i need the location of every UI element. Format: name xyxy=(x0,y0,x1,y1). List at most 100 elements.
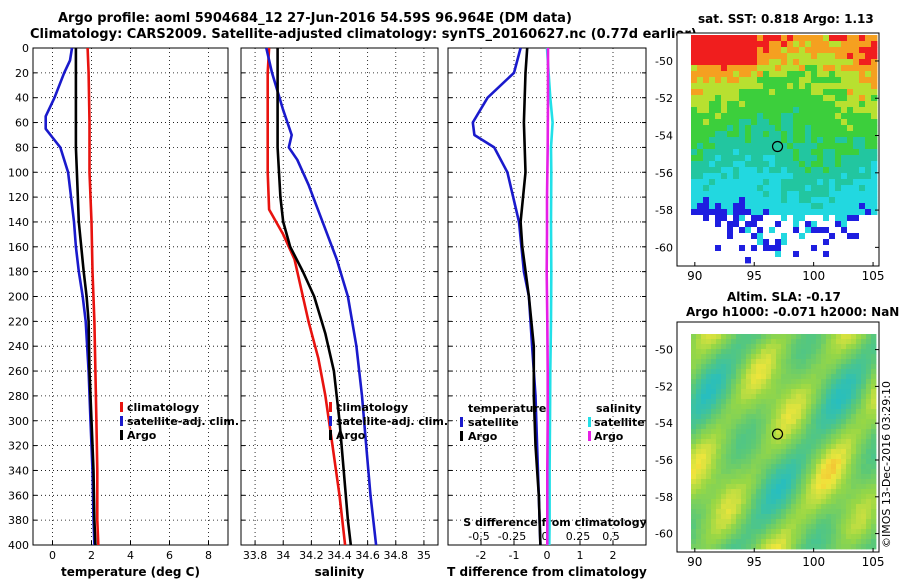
map-cell xyxy=(787,71,794,78)
map-cell xyxy=(697,191,704,198)
map-cell xyxy=(836,514,842,520)
map-cell xyxy=(706,359,712,365)
map-cell xyxy=(851,469,857,475)
map-cell xyxy=(859,143,866,150)
map-cell xyxy=(861,519,867,525)
map-cell xyxy=(781,534,787,540)
map-cell xyxy=(706,399,712,405)
map-cell xyxy=(691,404,697,410)
map-cell xyxy=(766,449,772,455)
map-cell xyxy=(851,359,857,365)
map-cell xyxy=(711,404,717,410)
map-cell xyxy=(751,424,757,430)
map-cell xyxy=(826,384,832,390)
map-cell xyxy=(861,349,867,355)
map-cell xyxy=(801,469,807,475)
map-cell xyxy=(811,419,817,425)
map-cell xyxy=(697,71,704,78)
map-cell xyxy=(841,364,847,370)
map-cell xyxy=(787,137,794,144)
map-cell xyxy=(716,339,722,345)
map-cell xyxy=(761,434,767,440)
ytick-label: 60 xyxy=(15,117,29,130)
map-cell xyxy=(806,434,812,440)
map-cell xyxy=(709,233,716,240)
map-cell xyxy=(769,41,776,48)
map-cell xyxy=(871,444,877,450)
map-cell xyxy=(829,227,836,234)
map-cell xyxy=(823,41,830,48)
map-cell xyxy=(861,504,867,510)
map-cell xyxy=(745,41,752,48)
map-cell xyxy=(766,464,772,470)
map-cell xyxy=(739,233,746,240)
map-cell xyxy=(696,399,702,405)
map-cell xyxy=(756,364,762,370)
map-cell xyxy=(716,389,722,395)
map-cell xyxy=(806,514,812,520)
map-cell xyxy=(701,449,707,455)
map-cell xyxy=(691,494,697,500)
salinity-panel: 33.8 34 34.2 34.4 34.6 34.8 35salinityclimatol… xyxy=(240,47,448,579)
map-cell xyxy=(736,449,742,455)
map-cell xyxy=(741,499,747,505)
map-cell xyxy=(766,334,772,340)
map-cell xyxy=(776,374,782,380)
map-cell xyxy=(829,47,836,54)
map-cell xyxy=(745,227,752,234)
map-cell xyxy=(871,227,878,234)
map-cell xyxy=(835,47,842,54)
map-cell xyxy=(811,47,818,54)
map-cell xyxy=(841,149,848,156)
map-cell xyxy=(816,409,822,415)
map-cell xyxy=(846,509,852,515)
map-cell xyxy=(751,161,758,168)
map-cell xyxy=(781,434,787,440)
map-cell xyxy=(866,499,872,505)
map-cell xyxy=(787,239,794,246)
xtick-label: 34.6 xyxy=(355,549,380,562)
map-cell xyxy=(771,339,777,345)
map-cell xyxy=(829,77,836,84)
map-cell xyxy=(775,251,782,258)
map-cell xyxy=(801,459,807,465)
map-cell xyxy=(805,125,812,132)
map-cell xyxy=(706,379,712,385)
map-cell xyxy=(766,394,772,400)
map-cell xyxy=(727,191,734,198)
map-cell xyxy=(736,519,742,525)
map-cell xyxy=(796,354,802,360)
map-cell xyxy=(766,519,772,525)
map-cell xyxy=(745,245,752,252)
map-cell xyxy=(866,504,872,510)
map-cell xyxy=(763,71,770,78)
map-cell xyxy=(739,59,746,66)
map-cell xyxy=(791,469,797,475)
map-cell xyxy=(787,161,794,168)
map-cell xyxy=(701,444,707,450)
map-cell xyxy=(703,59,710,66)
map-cell xyxy=(711,434,717,440)
map-cell xyxy=(859,233,866,240)
map-cell xyxy=(706,499,712,505)
map-cell xyxy=(696,394,702,400)
map-cell xyxy=(841,534,847,540)
map-cell xyxy=(731,434,737,440)
map-cell xyxy=(733,119,740,126)
map-cell xyxy=(709,89,716,96)
map-cell xyxy=(859,221,866,228)
map-cell xyxy=(741,494,747,500)
map-cell xyxy=(851,519,857,525)
map-cell xyxy=(831,504,837,510)
map-cell xyxy=(776,384,782,390)
map-cell xyxy=(851,389,857,395)
map-cell xyxy=(801,384,807,390)
map-cell xyxy=(736,464,742,470)
map-cell xyxy=(861,449,867,455)
map-cell xyxy=(865,203,872,210)
map-cell xyxy=(751,414,757,420)
map-cell xyxy=(697,155,704,162)
map-cell xyxy=(716,499,722,505)
map-cell xyxy=(691,35,698,42)
